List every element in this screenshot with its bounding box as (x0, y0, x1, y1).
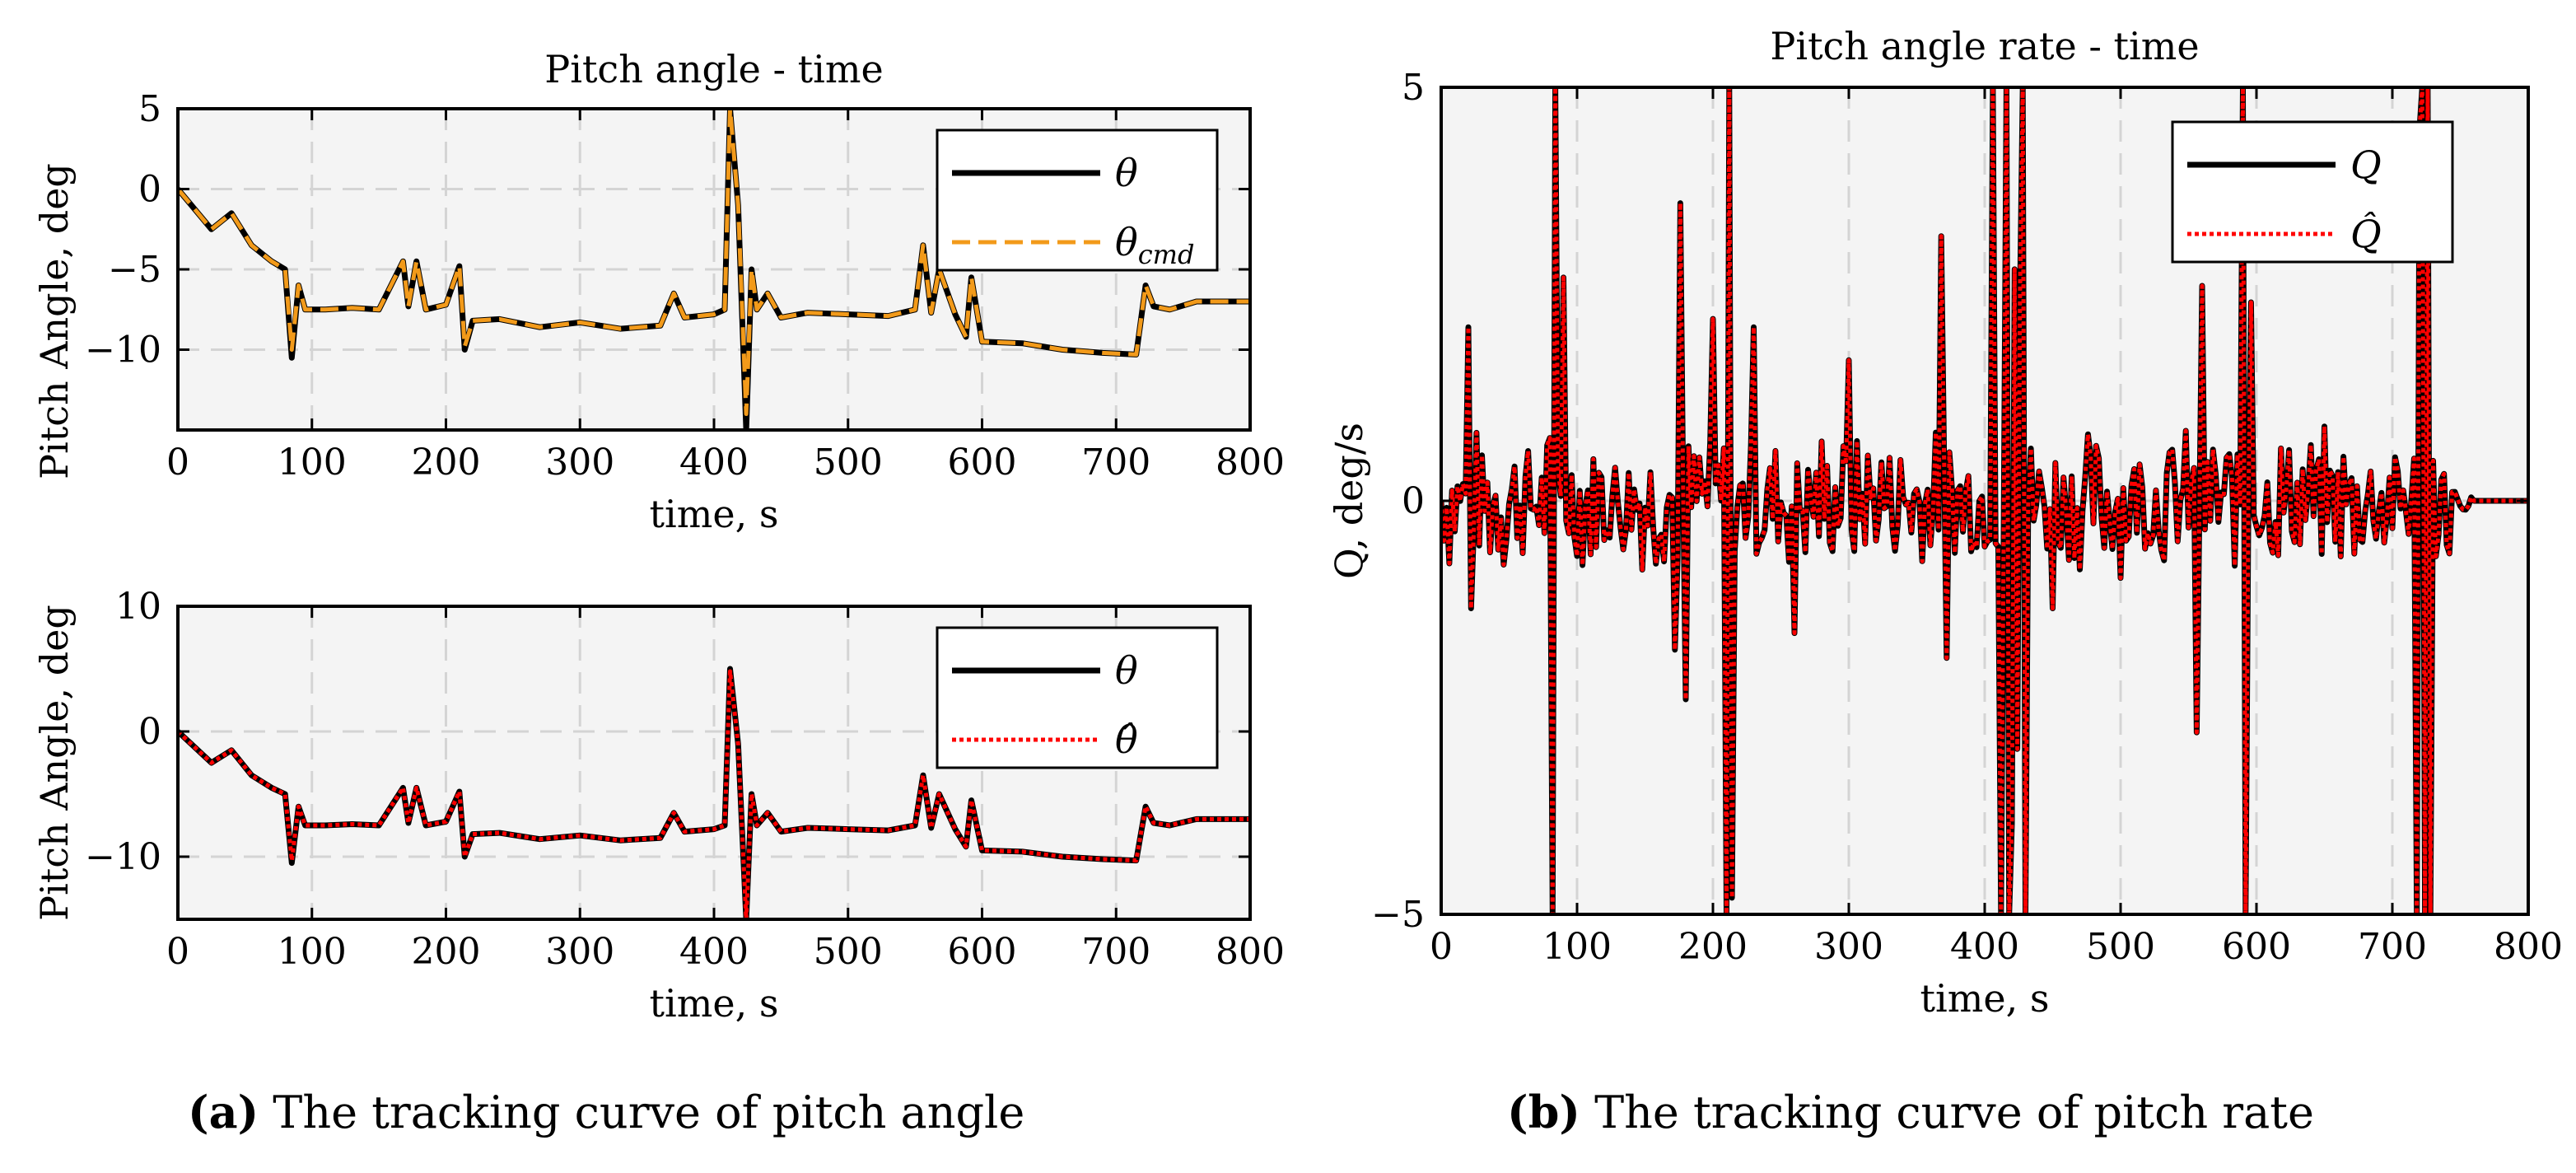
y-axis-label: Pitch Angle, deg (32, 163, 77, 479)
x-tick-label: 500 (814, 442, 883, 484)
caption-a-tag: a (208, 1086, 238, 1138)
y-tick-label: 0 (138, 711, 161, 753)
x-tick-label: 400 (1950, 926, 2019, 968)
legend: Q Q̂ (2171, 120, 2454, 264)
x-tick-label: 200 (412, 931, 481, 973)
x-tick-label: 200 (1678, 926, 1748, 968)
y-tick-label: 5 (138, 88, 161, 130)
legend: θ θ̂ (936, 626, 1219, 769)
x-tick-label: 600 (948, 931, 1017, 973)
caption-a: (a) The tracking curve of pitch angle (188, 1086, 1025, 1138)
y-axis-label: Q, deg/s (1327, 423, 1371, 579)
legend-box (936, 626, 1219, 769)
caption-b: (b) The tracking curve of pitch rate (1507, 1086, 2314, 1138)
x-tick-label: 400 (679, 442, 749, 484)
legend-label-main: θ (1115, 220, 1138, 264)
x-tick-label: 100 (278, 931, 347, 973)
y-axis-label: Pitch Angle, deg (32, 605, 77, 921)
x-axis-label: time, s (650, 981, 779, 1026)
legend-label-2: Q̂ (2350, 212, 2382, 256)
series-group (178, 109, 1250, 430)
x-tick-label: 400 (679, 931, 749, 973)
series-group (178, 666, 1250, 919)
x-tick-label: 800 (1216, 442, 1285, 484)
x-tick-label: 700 (1081, 931, 1150, 973)
y-tick-label: 5 (1402, 67, 1425, 109)
x-tick-label: 700 (1081, 442, 1150, 484)
legend-box (2171, 120, 2454, 264)
y-tick-label: −5 (1371, 894, 1425, 936)
legend-label-subscript: cmd (1138, 239, 1195, 270)
legend-box (936, 129, 1219, 272)
y-tick-label: 0 (138, 169, 161, 211)
x-tick-label: 600 (2222, 926, 2291, 968)
x-tick-label: 500 (814, 931, 883, 973)
x-tick-label: 800 (2494, 926, 2563, 968)
x-tick-label: 800 (1216, 931, 1285, 973)
legend-label-1: θ (1115, 151, 1138, 195)
y-tick-label: −10 (85, 329, 161, 372)
caption-a-text: The tracking curve of pitch angle (273, 1087, 1025, 1138)
x-tick-label: 100 (1542, 926, 1612, 968)
chart-1: 0 100 200 300 400 500 600 700 800 5 0 −5 −10 Pitch an… (32, 47, 1285, 536)
legend-label-1: Q (2350, 143, 2382, 187)
series-line-2 (178, 669, 1250, 919)
chart-title: Pitch angle rate - time (1770, 24, 2199, 68)
legend-label-2: θ̂ (1115, 717, 1138, 762)
y-tick-label: 0 (1402, 480, 1425, 522)
legend-label-2: θcmd (1115, 220, 1194, 270)
x-tick-label: 300 (545, 442, 614, 484)
x-tick-label: 500 (2086, 926, 2155, 968)
series-line-2 (178, 109, 1250, 416)
x-tick-label: 300 (1814, 926, 1883, 968)
legend-label-1: θ (1115, 648, 1138, 693)
x-tick-label: 200 (412, 442, 481, 484)
x-axis-label: time, s (1920, 976, 2050, 1021)
y-tick-label: −10 (85, 836, 161, 878)
series-line-2 (1441, 87, 2528, 914)
series-group (1441, 87, 2528, 914)
y-tick-label: 10 (115, 586, 161, 628)
x-tick-label: 600 (948, 442, 1017, 484)
y-tick-label: −5 (108, 249, 161, 291)
x-axis-label: time, s (650, 492, 779, 536)
x-tick-label: 0 (166, 442, 189, 484)
caption-b-tag: b (1528, 1086, 1560, 1138)
x-tick-label: 300 (545, 931, 614, 973)
chart-title: Pitch angle - time (544, 47, 883, 91)
x-tick-label: 0 (166, 931, 189, 973)
x-tick-label: 700 (2358, 926, 2427, 968)
x-tick-label: 100 (278, 442, 347, 484)
caption-b-text: The tracking curve of pitch rate (1594, 1087, 2314, 1138)
x-tick-label: 0 (1430, 926, 1453, 968)
